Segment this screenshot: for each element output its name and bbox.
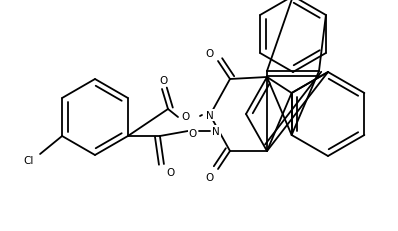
Text: O: O	[206, 49, 214, 59]
Text: O: O	[160, 76, 168, 86]
Text: N: N	[206, 110, 214, 121]
Text: N: N	[212, 126, 220, 137]
Text: O: O	[182, 112, 190, 122]
Text: O: O	[206, 172, 214, 182]
Text: Cl: Cl	[23, 155, 33, 165]
Text: O: O	[189, 128, 197, 138]
Text: O: O	[167, 167, 175, 177]
